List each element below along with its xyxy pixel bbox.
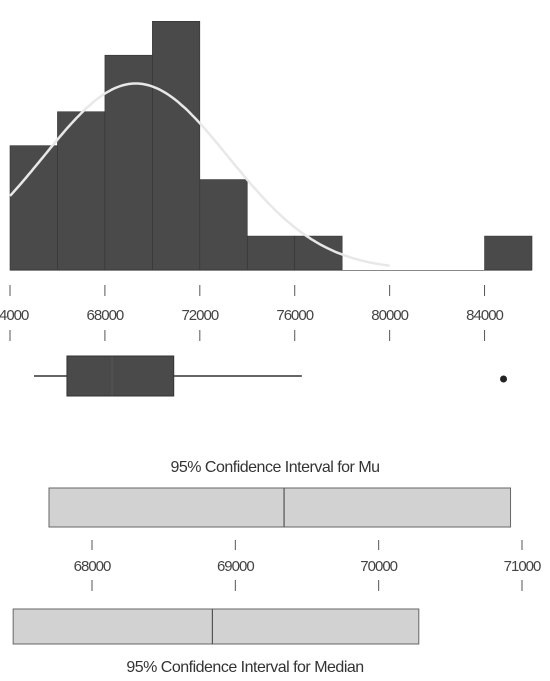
ci-median-interval (12, 608, 420, 645)
boxplot (34, 355, 508, 397)
histogram-tick-label-64000: 64000 (0, 307, 29, 324)
histogram-bar-4 (152, 21, 201, 271)
histogram-bar-5 (199, 179, 248, 271)
ci-tick-label-70000: 70000 (360, 558, 397, 575)
histogram-bar-11 (484, 235, 533, 271)
histogram (9, 21, 533, 271)
ci-tick-label-68000: 68000 (74, 558, 111, 575)
histogram-bar-1 (9, 145, 58, 271)
histogram-bar-6 (246, 235, 296, 271)
histogram-bar-7 (294, 235, 343, 271)
ci-tick-label-69000: 69000 (217, 558, 254, 575)
ci-mu-interval (48, 487, 512, 528)
histogram-x-axis: 64000 68000 72000 76000 80000 84000 (0, 285, 505, 341)
boxplot-box (66, 355, 175, 397)
histogram-tick-label-72000: 72000 (181, 307, 218, 324)
normal-curve (9, 82, 390, 267)
histogram-tick-label-76000: 76000 (276, 307, 313, 324)
ci-tick-label-71000: 71000 (504, 558, 541, 575)
histogram-bar-2 (57, 111, 106, 271)
histogram-tick-label-84000: 84000 (466, 307, 503, 324)
ci-mu-box (48, 487, 512, 528)
ci-median-box (12, 608, 420, 645)
ci-mu-title: 95% Confidence Interval for Mu (170, 459, 379, 476)
histogram-tick-label-68000: 68000 (87, 307, 124, 324)
ci-median-title: 95% Confidence Interval for Median (126, 659, 363, 676)
ci-x-axis: 68000 69000 70000 71000 (74, 540, 542, 591)
boxplot-outlier-1 (500, 375, 508, 383)
histogram-bar-3 (104, 54, 153, 271)
histogram-tick-label-80000: 80000 (371, 307, 408, 324)
